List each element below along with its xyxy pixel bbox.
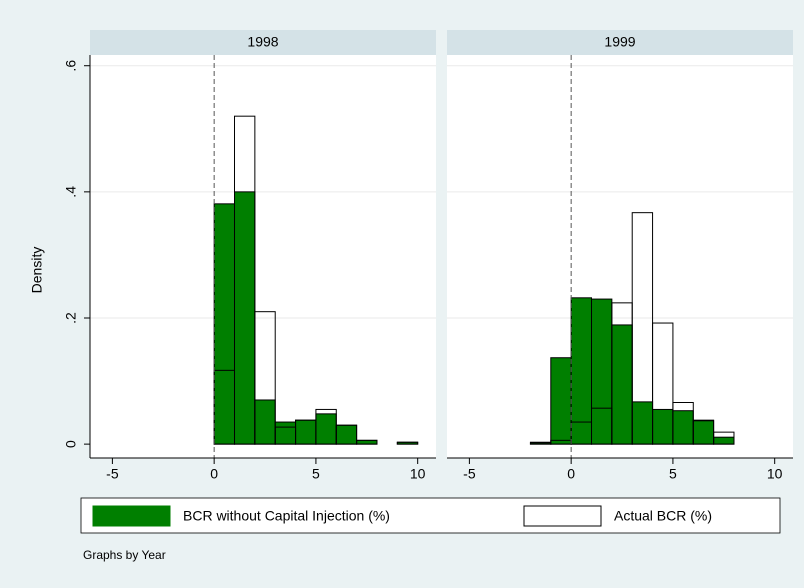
panel-title: 1998 xyxy=(247,34,278,50)
bar xyxy=(611,324,633,445)
bar xyxy=(254,399,276,445)
bar xyxy=(315,413,337,445)
bar xyxy=(652,322,674,445)
x-tick-label: -5 xyxy=(463,466,476,482)
bar xyxy=(713,431,735,445)
strip xyxy=(447,30,793,55)
bar xyxy=(295,419,317,445)
bar xyxy=(356,439,378,445)
y-axis-label: Density xyxy=(29,247,45,294)
x-tick-label: 0 xyxy=(210,466,218,482)
x-tick-label: 5 xyxy=(312,466,320,482)
strip xyxy=(90,30,436,55)
x-tick-label: -5 xyxy=(106,466,119,482)
bar xyxy=(631,401,654,445)
legend-label: BCR without Capital Injection (%) xyxy=(183,508,390,524)
bar xyxy=(713,436,735,445)
bar xyxy=(652,408,674,445)
x-tick-label: 10 xyxy=(767,466,783,482)
legend-label: Actual BCR (%) xyxy=(614,508,712,524)
bar xyxy=(356,439,378,445)
bar xyxy=(234,191,256,445)
bar xyxy=(335,424,358,445)
plot-area xyxy=(90,55,436,458)
y-tick-label: .4 xyxy=(63,186,79,198)
bar xyxy=(550,357,572,445)
y-tick-label: .2 xyxy=(63,312,79,324)
panel-title: 1999 xyxy=(604,34,635,50)
legend-box xyxy=(80,497,781,534)
bar xyxy=(213,203,236,445)
y-tick-label: 0 xyxy=(63,440,79,448)
bar xyxy=(335,424,358,445)
bar xyxy=(234,115,256,445)
x-tick-label: 10 xyxy=(410,466,426,482)
legend-swatch xyxy=(92,505,171,527)
bar xyxy=(672,410,694,445)
bar xyxy=(692,419,715,445)
bar xyxy=(274,421,297,445)
y-tick-label: .6 xyxy=(63,60,79,72)
note: Graphs by Year xyxy=(83,548,166,562)
x-tick-label: 5 xyxy=(669,466,677,482)
bar xyxy=(396,441,419,445)
bar xyxy=(254,311,276,445)
x-tick-label: 0 xyxy=(567,466,575,482)
bar xyxy=(591,298,613,445)
legend-swatch xyxy=(523,505,602,527)
